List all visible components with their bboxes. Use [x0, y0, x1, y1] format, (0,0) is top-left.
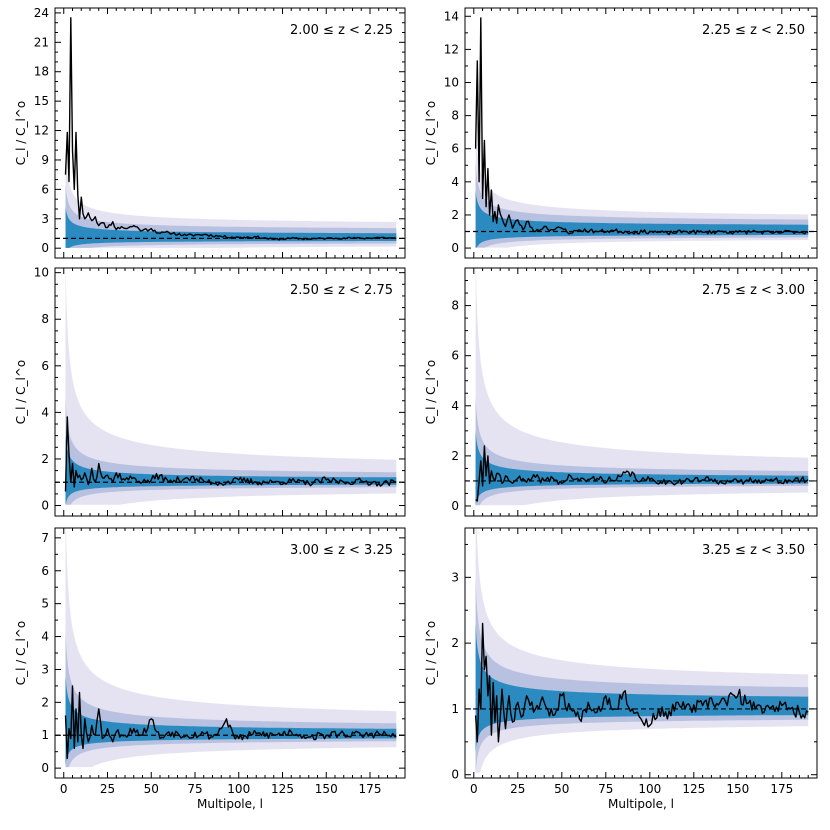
x-tick-label: 125	[682, 782, 705, 796]
x-tick-label: 125	[271, 782, 294, 796]
y-tick-label: 4	[41, 405, 49, 419]
panel-redshift-label: 2.25 ≤ z < 2.50	[702, 23, 805, 38]
y-tick-label: 18	[34, 65, 49, 79]
data-line	[475, 445, 809, 502]
y-tick-label: 0	[41, 499, 49, 513]
y-tick-label: 12	[444, 42, 459, 56]
panel-bottom-right: 0 25 50 75 100 125 150 175 0 1 2 3 3.25 ≤ z < 3.50 C_…	[424, 527, 818, 811]
y-tick-label: 7	[41, 531, 49, 545]
y-tick-label: 2	[41, 695, 49, 709]
x-tick-label: 175	[770, 782, 793, 796]
y-tick-label: 0	[451, 241, 459, 255]
x-tick-label: 175	[359, 782, 382, 796]
x-tick-label: 25	[510, 782, 525, 796]
x-tick-label: 50	[144, 782, 159, 796]
y-tick-label: 6	[41, 564, 49, 578]
panel-redshift-label: 2.00 ≤ z < 2.25	[290, 23, 393, 38]
y-tick-label: 0	[41, 241, 49, 255]
y-tick-label: 0	[41, 761, 49, 775]
y-tick-label: 4	[451, 399, 459, 413]
plot-area	[55, 17, 405, 248]
data-line	[474, 622, 809, 743]
y-tick-label: 2	[451, 208, 459, 222]
y-tick-label: 2	[451, 449, 459, 463]
y-tick-label: 6	[451, 142, 459, 156]
x-tick-label: 150	[726, 782, 749, 796]
y-tick-label: 6	[451, 349, 459, 363]
band-outer	[65, 268, 397, 505]
panel-middle-right: 0 2 4 6 8 2.75 ≤ z < 3.00 C_l / C_l^o	[424, 267, 818, 517]
data-line	[64, 17, 397, 241]
x-tick-label: 100	[227, 782, 250, 796]
y-tick-label: 9	[41, 153, 49, 167]
y-tick-label: 10	[444, 76, 459, 90]
band-outer	[65, 150, 397, 248]
y-tick-label: 3	[41, 212, 49, 226]
y-tick-label: 3	[451, 570, 459, 584]
y-tick-label: 10	[34, 266, 49, 280]
y-axis-label: C_l / C_l^o	[14, 621, 28, 686]
x-tick-label: 0	[470, 782, 478, 796]
y-tick-label: 4	[451, 175, 459, 189]
data-line	[64, 685, 397, 759]
x-tick-label: 100	[638, 782, 661, 796]
y-tick-label: 4	[41, 630, 49, 644]
band-outer	[475, 268, 809, 506]
x-axis-label: Multipole, l	[197, 797, 263, 811]
y-axis-label: C_l / C_l^o	[424, 621, 438, 686]
y-tick-label: 2	[41, 452, 49, 466]
y-axis-label: C_l / C_l^o	[424, 360, 438, 425]
y-axis-label: C_l / C_l^o	[14, 360, 28, 425]
panel-redshift-label: 2.75 ≤ z < 3.00	[702, 283, 805, 298]
y-tick-label: 8	[451, 109, 459, 123]
y-tick-label: 8	[451, 299, 459, 313]
y-tick-label: 21	[34, 35, 49, 49]
y-tick-label: 14	[444, 9, 459, 23]
panel-redshift-label: 3.00 ≤ z < 3.25	[290, 543, 393, 558]
band-middle	[475, 577, 809, 773]
y-tick-label: 3	[41, 662, 49, 676]
y-tick-label: 12	[34, 124, 49, 138]
panel-redshift-label: 2.50 ≤ z < 2.75	[290, 283, 393, 298]
y-tick-label: 2	[451, 636, 459, 650]
y-tick-label: 24	[34, 6, 49, 20]
panel-redshift-label: 3.25 ≤ z < 3.50	[702, 543, 805, 558]
y-tick-label: 1	[451, 702, 459, 716]
data-line	[64, 416, 397, 492]
y-axis-label: C_l / C_l^o	[14, 101, 28, 166]
y-tick-label: 8	[41, 312, 49, 326]
y-tick-label: 6	[41, 359, 49, 373]
x-tick-label: 25	[100, 782, 115, 796]
x-tick-label: 75	[598, 782, 613, 796]
panel-top-left: 0 3 6 9 12 15 18 21 24 2.00 ≤ z < 2.25 C_l / C_l^o	[14, 6, 406, 259]
x-tick-label: 75	[187, 782, 202, 796]
plot-area	[55, 528, 405, 768]
x-tick-label: 50	[554, 782, 569, 796]
band-outer	[65, 528, 397, 768]
y-tick-label: 6	[41, 182, 49, 196]
band-inner	[475, 190, 809, 248]
x-axis-label: Multipole, l	[608, 797, 674, 811]
x-tick-label: 150	[315, 782, 338, 796]
y-tick-label: 1	[41, 728, 49, 742]
x-tick-label: 0	[60, 782, 68, 796]
y-tick-label: 0	[451, 768, 459, 782]
y-axis-label: C_l / C_l^o	[424, 101, 438, 166]
panel-middle-left: 0 2 4 6 8 10 2.50 ≤ z < 2.75 C_l / C_l^o	[14, 266, 406, 517]
y-tick-label: 15	[34, 94, 49, 108]
data-line	[474, 17, 809, 236]
y-tick-label: 0	[451, 499, 459, 513]
y-tick-label: 5	[41, 597, 49, 611]
band-inner	[65, 207, 397, 248]
plot-area	[55, 268, 405, 505]
panel-bottom-left: 0 25 50 75 100 125 150 175 0 1 2 3 4 5 6 7 3.00 ≤ z < 3.…	[14, 527, 406, 811]
plot-area	[465, 528, 817, 773]
plot-area	[465, 268, 817, 506]
plot-area	[465, 17, 817, 248]
panel-top-right: 0 2 4 6 8 10 12 14 2.25 ≤ z < 2.50 C_l / C_l^o	[424, 7, 818, 259]
